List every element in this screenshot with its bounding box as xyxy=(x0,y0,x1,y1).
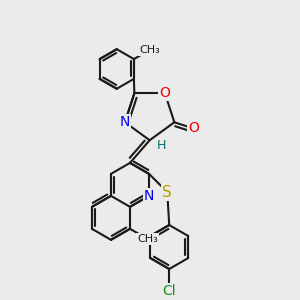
Text: CH₃: CH₃ xyxy=(139,45,160,55)
Text: H: H xyxy=(157,139,166,152)
Text: Cl: Cl xyxy=(162,284,176,298)
Text: S: S xyxy=(162,184,172,200)
Text: N: N xyxy=(144,189,154,203)
Text: N: N xyxy=(120,115,130,129)
Text: CH₃: CH₃ xyxy=(137,234,158,244)
Text: O: O xyxy=(160,86,170,100)
Text: O: O xyxy=(188,122,199,135)
